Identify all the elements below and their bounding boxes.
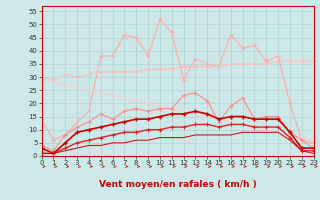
X-axis label: Vent moyen/en rafales ( km/h ): Vent moyen/en rafales ( km/h ) [99,180,256,189]
